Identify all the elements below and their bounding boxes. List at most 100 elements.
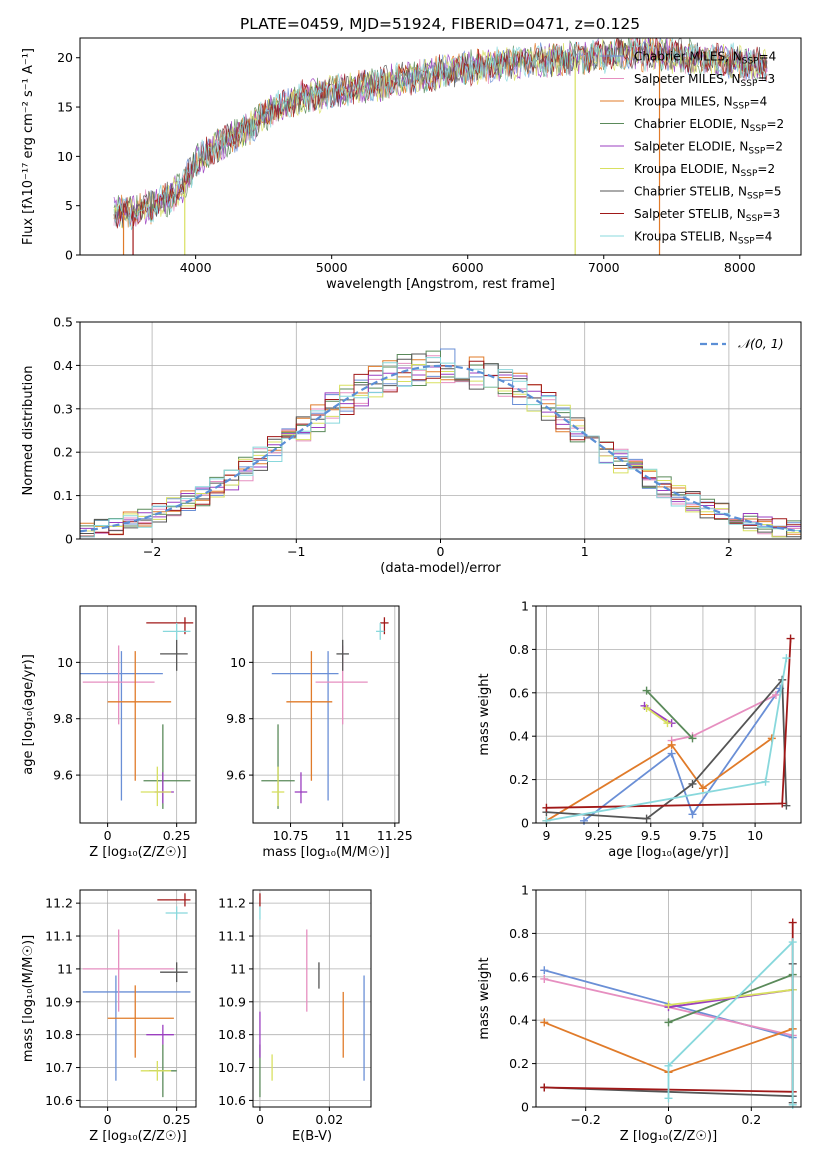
y-tick-label: 10.6 (45, 1093, 73, 1108)
errorbar-salpeter-stelib (157, 893, 191, 907)
gaussian-legend-label: 𝒩(0, 1) (738, 336, 784, 351)
y-tick-label: 1 (521, 599, 529, 614)
weight-series-kroupa-elodie (642, 703, 672, 728)
errorbar-kroupa-stelib (162, 622, 191, 640)
errorbar-kroupa-miles (107, 651, 172, 781)
y-tick-label: 1 (521, 883, 529, 898)
weight-marker (688, 810, 697, 819)
y-tick-label: 9.6 (53, 768, 73, 783)
histogram-kroupa-stelib (80, 357, 801, 538)
x-tick-label: 5000 (316, 260, 348, 275)
y-tick-label: 10.9 (45, 994, 73, 1009)
x-tick-label: 0 (437, 544, 445, 559)
weight-line (545, 737, 773, 822)
weight-marker (642, 703, 651, 712)
y-tick-label: 11.1 (45, 929, 73, 944)
y-axis-label: mass [log₁₀(M/M☉)] (21, 935, 36, 1062)
x-tick-label: −1 (287, 544, 305, 559)
y-tick-label: 0.2 (53, 445, 73, 460)
spectrum-line-kroupa-elodie (113, 38, 768, 229)
legend-label-sub: SSP (742, 57, 759, 67)
weight-marker (540, 966, 549, 975)
legend-label-suffix: =2 (766, 117, 784, 131)
x-tick-label: 6000 (452, 260, 484, 275)
legend-label-prefix: Salpeter STELIB, N (634, 207, 746, 221)
spectrum-lines (113, 38, 768, 255)
errorbar-kroupa-elodie (140, 1060, 172, 1081)
errorbar-chabrier-miles (82, 975, 191, 1081)
weight-lines (540, 918, 797, 1109)
legend-label-prefix: Kroupa MILES, N (634, 95, 733, 109)
legend-label-sub: SSP (738, 237, 755, 247)
weight-marker (664, 1018, 673, 1027)
y-tick-label: 0.8 (509, 642, 529, 657)
legend-label-sub: SSP (748, 147, 765, 157)
axes-frame (79, 889, 197, 1108)
y-tick-label: 11 (57, 961, 73, 976)
y-tick-label: 10 (57, 149, 73, 164)
weight-series-kroupa-stelib (664, 938, 797, 1109)
y-tick-label: 0.5 (53, 315, 73, 330)
legend-label-sub: SSP (747, 192, 764, 202)
x-tick-label: 8000 (724, 260, 756, 275)
x-tick-label: 9.75 (689, 828, 717, 843)
legend-label-sub: SSP (733, 102, 750, 112)
y-tick-label: 9.8 (226, 711, 246, 726)
x-tick-label: 11 (335, 828, 351, 843)
weight-marker (540, 974, 549, 983)
y-tick-label: 10 (230, 655, 246, 670)
x-tick-label: 0.25 (163, 1112, 191, 1127)
y-axis-label: mass weight (477, 673, 492, 755)
panel-residuals: −2 −1 0 1 2 0 0.1 0.2 0.3 0.4 0.5 (data-model)/erro… (21, 315, 802, 576)
legend-label: Chabrier STELIB, NSSP=5 (634, 185, 782, 202)
weight-marker (788, 918, 797, 927)
errorbar-salpeter-elodie (146, 1024, 174, 1045)
y-tick-label: 10.6 (218, 1093, 246, 1108)
y-tick-label: 0.8 (509, 926, 529, 941)
weight-marker (667, 749, 676, 758)
y-axis-label: mass weight (477, 957, 492, 1039)
y-tick-label: 10 (57, 655, 73, 670)
errorbar-salpeter-miles (315, 645, 368, 725)
panel-mass-vs-Z: 0 0.25 10.6 10.7 10.8 10.9 11 11.1 11.2 Z [log₁₀(… (21, 889, 197, 1144)
x-tick-label: 0 (665, 1112, 673, 1127)
weight-line (583, 687, 781, 822)
histogram-salpeter-stelib (80, 360, 801, 537)
legend-label-prefix: Kroupa ELODIE, N (634, 162, 741, 176)
weight-series-chabrier-elodie (642, 686, 697, 743)
x-tick-label: 0.02 (315, 1112, 343, 1127)
y-tick-label: 0.1 (53, 488, 73, 503)
weight-line (546, 677, 788, 820)
axes-frame (252, 605, 400, 824)
x-axis-label: (data-model)/error (380, 561, 501, 576)
weight-marker (664, 1094, 673, 1103)
axes-frame (79, 37, 802, 256)
x-tick-label: 9 (542, 828, 550, 843)
panel-age-vs-mass: 10.75 11 11.25 9.6 9.8 10 mass [log₁₀(M/M☉)] (226, 605, 413, 860)
errorbar-kroupa-stelib (165, 906, 188, 920)
weight-marker (786, 634, 795, 643)
weight-marker (664, 1001, 673, 1010)
legend-label: Chabrier ELODIE, NSSP=2 (634, 117, 784, 134)
x-tick-label: 0.25 (163, 828, 191, 843)
weight-line (645, 689, 694, 740)
errorbar-points (261, 617, 389, 809)
errorbar-kroupa-miles (286, 651, 333, 781)
weight-marker (540, 1018, 549, 1027)
y-tick-label: 11.1 (218, 929, 246, 944)
x-tick-label: −2 (143, 544, 161, 559)
weight-marker (782, 801, 791, 810)
x-tick-label: 0.2 (741, 1112, 761, 1127)
weight-marker (540, 1083, 549, 1092)
panel-weight-vs-Z: −0.2 0 0.2 0 0.2 0.4 0.6 0.8 1 Z [log₁₀(Z/Z☉)] mas… (477, 883, 802, 1144)
errorbar-salpeter-miles (82, 929, 174, 1012)
legend-label-sub: SSP (746, 214, 763, 224)
legend-label-suffix: =4 (759, 50, 777, 64)
y-axis-label: Flux [fλ10⁻¹⁷ erg cm⁻² s⁻¹ A⁻¹] (21, 48, 36, 245)
x-tick-label: 0 (104, 1112, 112, 1127)
panel-age-vs-Z: 0 0.25 9.6 9.8 10 Z [log₁₀(Z/Z☉)] age [log₁₀(a… (21, 605, 197, 860)
y-axis-label: age [log₁₀(age/yr)] (21, 654, 36, 775)
legend-label: Kroupa STELIB, NSSP=4 (634, 230, 772, 247)
